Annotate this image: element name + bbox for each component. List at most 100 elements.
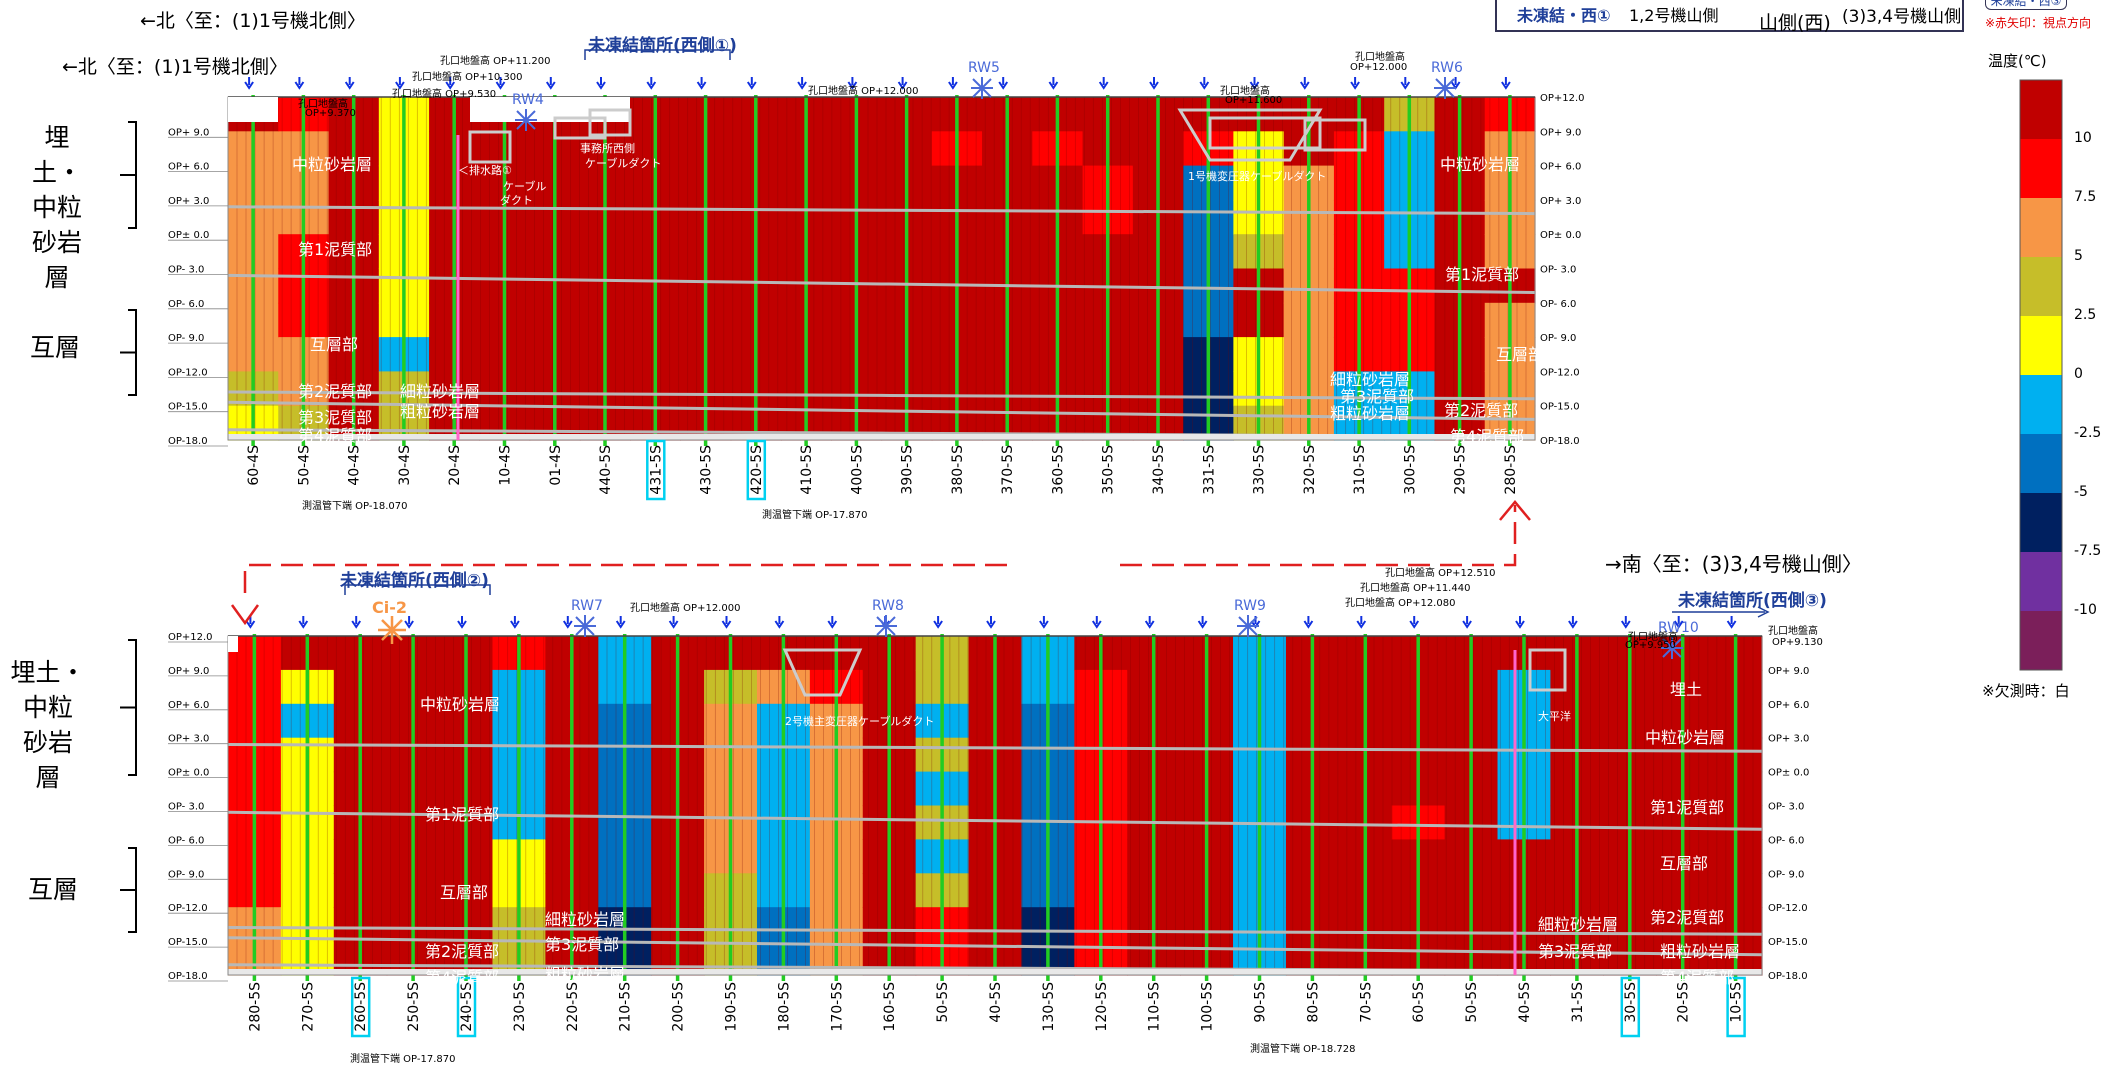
legend-tick-label: -2.5 (2074, 425, 2102, 441)
unit34-mountain-label: (3)3,4号機山側 (1842, 7, 1962, 27)
lower-stratum-label: 第2泥質部 (425, 942, 500, 961)
upper-stratum-label: 第3泥質部 (1340, 387, 1415, 406)
upper-stratum-label: 細粒砂岩層 (1330, 370, 1411, 389)
upper-ground-level-note: 孔口地盤高 (1220, 86, 1270, 97)
legend-tick-label: 0 (2074, 366, 2083, 382)
upper-boxed-tick-highlight (646, 439, 666, 501)
lower-x-tick-label: 210-5S (618, 982, 634, 1032)
upper-level-label-left: OP+ 9.0 (168, 127, 209, 138)
lower-stratum-boundary (227, 743, 1763, 753)
upper-level-label-left: OP- 6.0 (168, 299, 204, 310)
upper-x-tick-label: 390-5S (900, 445, 916, 495)
upper-probe-arrow (545, 81, 556, 90)
lower-probe-arrow (986, 620, 996, 629)
upper-x-tick-label: 430-5S (699, 445, 715, 495)
upper-probe-arrow (1199, 81, 1210, 90)
legend-tick-label: 2.5 (2074, 307, 2097, 323)
upper-probe-arrow (998, 81, 1009, 90)
view-direction-connector (243, 563, 1010, 593)
upper-structure-label: ＜排水路① (458, 164, 512, 177)
lower-x-tick-label: 170-5S (829, 982, 845, 1032)
lower-x-tick-label: 230-5S (512, 982, 528, 1032)
upper-stratum-boundary (227, 390, 1536, 401)
upper-ground-level-note: OP+11.600 (1225, 95, 1283, 106)
lower-probe-arrow (245, 620, 256, 629)
lower-stratum-label: 互層部 (440, 883, 489, 902)
upper-probe-arrow (1501, 81, 1511, 90)
lower-level-label-right: OP-18.0 (1768, 971, 1808, 982)
upper-probe-arrow (395, 81, 405, 90)
upper-x-tick-label: 280-5S (1503, 445, 1519, 495)
lower-stratum-boundary (227, 926, 1763, 936)
lower-level-label-left: OP+ 3.0 (168, 734, 209, 745)
legend-tick-label: 10 (2074, 130, 2092, 146)
lower-strata-fill-label: 埋土・ 中粒 砂岩 層 (8, 655, 88, 795)
lower-x-tick-label: 180-5S (776, 982, 792, 1032)
lower-x-tick-label: 70-5S (1358, 982, 1374, 1023)
upper-probe-arrow (646, 81, 657, 90)
lower-probe-arrow (510, 620, 520, 629)
lower-rw-label: RW7 (571, 598, 603, 614)
upper-duct-outline (1208, 116, 1322, 150)
lower-stratum-label: 第4泥質部 (1660, 968, 1735, 987)
lower-x-tick-label: 30-5S (1623, 982, 1639, 1023)
lower-probe-arrow (1462, 620, 1472, 629)
upper-ground-level-note: 孔口地盤高 OP+10.300 (412, 72, 523, 83)
lower-level-label-left: OP+12.0 (168, 632, 213, 643)
legend-color-segment (2020, 316, 2062, 376)
lower-x-tick-label: 190-5S (724, 982, 740, 1032)
lower-probe-arrow (774, 620, 785, 629)
upper-probe-arrow (1400, 81, 1411, 90)
upper-level-label-right: OP+ 6.0 (1540, 162, 1581, 173)
upper-level-label-right: OP+ 9.0 (1540, 127, 1581, 138)
upper-stratum-label: 細粒砂岩層 (400, 382, 481, 401)
upper-probe-arrow (746, 81, 757, 90)
upper-ground-level-note: OP+9.370 (305, 108, 356, 119)
upper-probe-arrow (294, 81, 305, 90)
legend-color-segment (2020, 493, 2062, 553)
upper-ground-level-note: OP+12.000 (1350, 62, 1408, 73)
lower-level-label-left: OP+ 6.0 (168, 700, 209, 711)
lower-rw-label: RW10 (1658, 620, 1699, 636)
lower-ground-level-note: 孔口地盤高 (1768, 626, 1818, 637)
lower-direction-label: →南〈至：(3)3,4号機山側〉 (1605, 552, 1862, 576)
lower-level-label-left: OP- 3.0 (168, 802, 204, 813)
upper-boxed-tick-highlight (746, 439, 767, 501)
upper-stratum-label: 粗粒砂岩層 (1330, 404, 1411, 423)
upper-level-label-left: OP- 9.0 (168, 333, 204, 344)
lower-level-label-left: OP-18.0 (168, 971, 208, 982)
upper-probe-arrow (596, 81, 606, 90)
upper-probe-arrow (948, 81, 958, 90)
view-arrow-down (230, 604, 260, 626)
lower-x-tick-label: 160-5S (882, 982, 898, 1032)
lower-x-tick-label: 260-5S (353, 982, 369, 1032)
missing-data-note: ※欠測時：白 (1982, 682, 2070, 700)
upper-stratum-label: 中粒砂岩層 (292, 155, 373, 174)
upper-bottom-note: 測温管下端 OP-18.070 (302, 501, 408, 512)
lower-x-tick-label: 20-5S (1676, 982, 1692, 1023)
upper-x-tick-label: 40-4S (347, 445, 363, 486)
upper-stratum-label: 中粒砂岩層 (1440, 155, 1521, 174)
lower-duct-outline (782, 648, 863, 697)
upper-probe-arrow (1350, 81, 1360, 90)
upper-probe-arrow (847, 81, 858, 90)
lower-x-tick-label: 120-5S (1094, 982, 1110, 1032)
upper-probe-arrow (1098, 81, 1109, 90)
legend-color-segment (2020, 80, 2062, 140)
lower-structure-label: 大平洋 (1538, 710, 1571, 723)
upper-probe-arrow (1048, 81, 1059, 90)
strata-line: 埋土・ (10, 658, 86, 687)
upper-level-label-left: OP+ 3.0 (168, 196, 209, 207)
legend-title: 温度(℃) (1988, 52, 2047, 70)
upper-ground-level-note: 孔口地盤高 OP+12.000 (808, 86, 919, 97)
upper-structure-label: ケーブルダクト (585, 157, 662, 170)
upper-x-tick-label: 350-5S (1101, 445, 1117, 495)
upper-probe-arrow (797, 81, 807, 90)
strata-line: 層 (35, 763, 61, 792)
upper-direction-label: ←北〈至：(1)1号機北側〉 (62, 56, 288, 78)
lower-probe-arrow (1409, 620, 1420, 629)
legend-tick-label: -10 (2074, 602, 2097, 618)
lower-rw-label: RW8 (872, 598, 904, 614)
legend-tick-label: 5 (2074, 248, 2083, 264)
upper-stratum-label: 互層部 (1496, 345, 1545, 364)
